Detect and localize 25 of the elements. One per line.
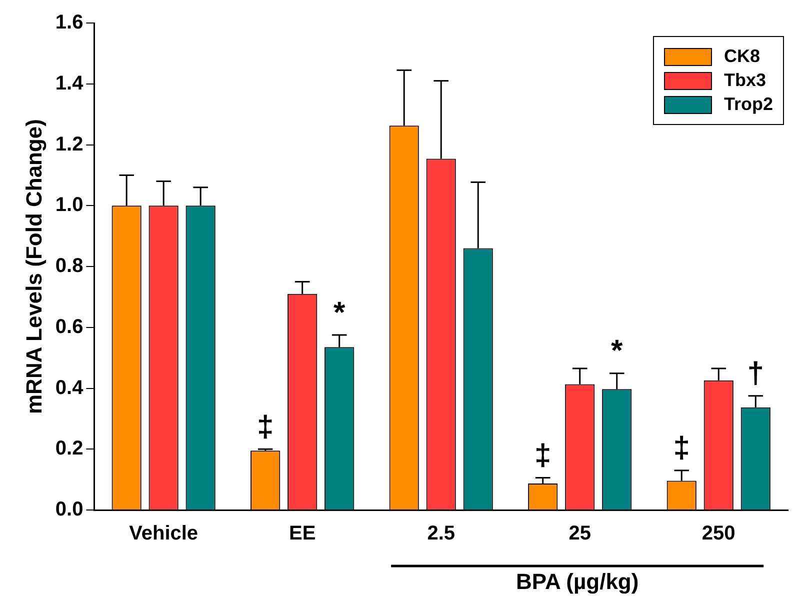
x-tick-label: 2.5 <box>427 522 456 545</box>
y-tick-label: 1.2 <box>55 133 84 156</box>
y-tick-label: 0.2 <box>55 438 84 460</box>
annotation: * <box>334 296 346 330</box>
annotation: ‡ <box>256 410 274 444</box>
annotation: ‡ <box>673 432 690 465</box>
y-tick-label: 1.6 <box>55 12 84 34</box>
x-tick-label: 250 <box>702 522 736 545</box>
text: BPA (µg/kg) <box>516 569 639 594</box>
y-tick-label: 0.8 <box>55 255 84 278</box>
y-axis-title: mRNA Levels (Fold Change) <box>21 119 46 414</box>
annotation: * <box>611 334 624 368</box>
legend-label: CK8 <box>724 46 760 67</box>
legend-label: Tbx3 <box>724 70 766 91</box>
y-tick-label: 0.0 <box>55 498 84 521</box>
legend-label: Trop2 <box>724 94 773 115</box>
y-tick-label: 1.0 <box>55 194 84 216</box>
y-tick-label: 0.6 <box>55 316 84 338</box>
annotation: † <box>747 357 764 390</box>
x-tick-label: EE <box>289 522 316 545</box>
y-tick-label: 1.4 <box>55 72 84 94</box>
y-tick-label: 0.4 <box>55 376 84 399</box>
x-tick-label: Vehicle <box>129 522 198 545</box>
annotation: ‡ <box>534 439 552 472</box>
x-tick-label: 25 <box>568 522 591 545</box>
